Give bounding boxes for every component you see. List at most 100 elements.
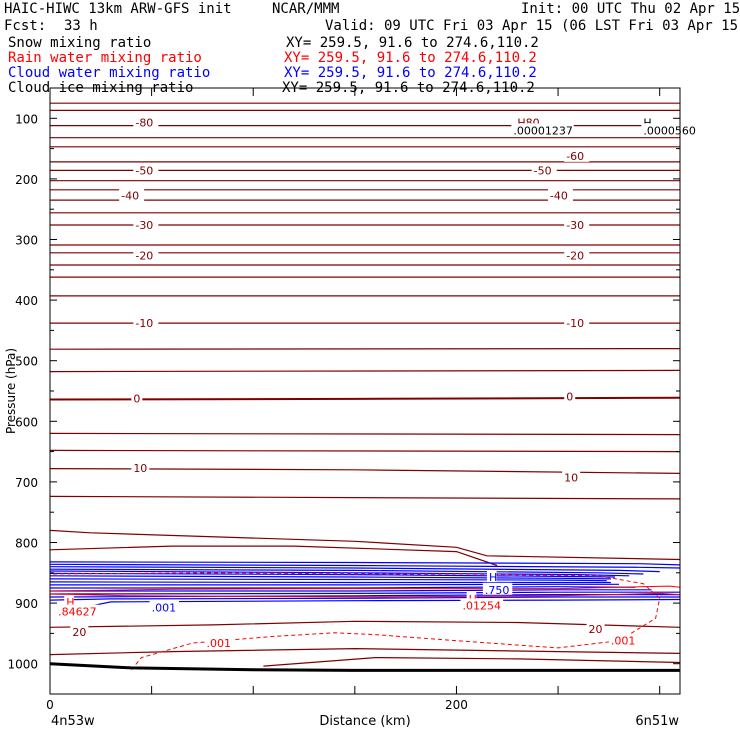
isotherm-label-bg-8 [564,217,590,231]
x-axis-label: Distance (km) [319,714,410,729]
y-tick-label-500: 500 [15,355,38,369]
isotherm-24 [50,495,680,500]
fcst-label: Fcst: [4,18,47,34]
isotherm-22 [50,449,680,453]
extremum-label-bg-3 [486,570,497,583]
extremum-label-10: .001 [206,637,231,650]
isotherm-label-7: -30 [135,219,153,232]
y-tick-label-300: 300 [15,234,38,248]
fcst-value: 33 h [64,18,98,34]
isotherm-label-bg-14 [564,389,576,403]
extremum-label-bg-1 [641,115,652,128]
isotherm-label-3: -50 [135,164,153,177]
isotherm-28 [50,647,680,656]
isotherm-label-18: 20 [589,623,603,636]
extremum-label-bg-9 [149,600,180,613]
rain-contour-1 [50,585,680,592]
extremum-label-bg-0 [511,123,574,136]
isotherm-label-bg-3 [133,163,159,177]
extremum-label-bg-8 [56,604,99,617]
isotherm-label-16: 10 [564,472,578,485]
cloud-water-contour-10 [50,586,636,589]
isotherm-label-15: 10 [133,462,147,475]
field-snow-name: Snow mixing ratio [8,35,152,51]
extremum-label-0: .00001237 [513,124,573,137]
extremum-label-6: .01254 [463,600,502,613]
y-tick-label-900: 900 [15,597,38,611]
temperature-isotherms [50,102,680,667]
isotherm-label-5: -40 [121,189,139,202]
y-tick-label-1000: 1000 [7,658,38,672]
isotherm-label-8: -30 [566,219,584,232]
x-tick-label-0: 0 [46,698,54,712]
isotherm-label-bg-4 [531,163,557,177]
isotherm-label-bg-10 [564,248,590,262]
isotherm-label-bg-13 [131,391,143,405]
cloud-water-contour-8 [50,581,611,584]
isotherm-label-12: -10 [566,317,584,330]
extremum-label-bg-7 [64,594,74,607]
cloud-water-contour-14 [50,596,680,601]
extremum-label-bg-11 [608,633,639,646]
rain-contour-0 [50,592,680,598]
extremum-label-1: H [643,117,651,130]
extremum-label-bg-5 [466,591,477,604]
left-endpoint-label: 4n53w [51,714,95,729]
isotherm-label-14: 0 [566,390,573,403]
isotherm-27 [50,620,680,628]
contour-labels: -80 H80-60-50 -50-40 -40-30 -30-20 -20-10 -100… [56,115,698,650]
cloud-water-contours [50,561,680,608]
right-endpoint-label: 6n51w [635,714,679,729]
isotherm-label-9: -20 [135,249,153,262]
isotherm-label-4: -50 [534,164,552,177]
cloud-water-contour-2 [50,566,660,573]
field-cloud-water-name: Cloud water mixing ratio [8,65,211,81]
field-rain-name: Rain water mixing ratio [8,50,202,66]
init-time: Init: 00 UTC Thu 02 Apr 15 [521,1,740,17]
extremum-label-8: .84627 [58,606,96,619]
y-tick-label-800: 800 [15,537,38,551]
y-tick-label-200: 200 [15,173,38,187]
isotherm-label-bg-7 [133,217,159,231]
org-label: NCAR/MMM [272,1,340,17]
isotherm-label-bg-16 [562,470,581,484]
plot-frame [49,87,681,695]
isotherm-label-bg-15 [131,460,150,474]
x-tick-label-200: 200 [445,698,468,712]
isotherm-label-bg-2 [564,148,590,162]
isotherm-label-2: -60 [566,150,584,163]
isotherm-label-bg-5 [119,188,145,202]
isotherm-label-bg-9 [133,248,159,262]
valid-time: Valid: 09 UTC Fri 03 Apr 15 (06 LST Fri … [325,18,740,34]
extremum-label-bg-2 [641,123,698,136]
cloud-water-contour-6 [50,575,611,580]
rain-contours [50,572,680,671]
extremum-label-3: H [489,571,497,584]
isotherm-label-11: -10 [135,317,153,330]
terrain-line [49,662,680,672]
isotherm-label-17: 20 [72,626,86,639]
y-axis-label: Pressure (hPa) [4,348,18,434]
isotherm-29 [263,656,680,667]
model-title: HAIC-HIWC 13km ARW-GFS init [4,1,232,17]
cloud-water-contour-15 [86,598,680,608]
terrain-surface [49,662,680,672]
isotherm-label-0: -80 [135,117,153,130]
y-tick-label-600: 600 [15,415,38,429]
isotherm-26 [50,545,498,567]
isotherm-label-bg-11 [133,316,159,330]
isotherm-label-6: -40 [550,189,568,202]
cloud-water-contour-12 [50,591,680,595]
extremum-label-4: .750 [485,584,510,597]
cloud-water-contour-9 [50,583,619,586]
field-rain-xy: XY= 259.5, 91.6 to 274.6,110.2 [284,50,537,66]
isotherm-label-bg-18 [586,622,605,636]
isotherm-label-10: -20 [566,249,584,262]
cloud-water-contour-11 [50,589,652,592]
isotherm-21 [50,432,680,436]
cloud-water-contour-0 [50,561,680,566]
extremum-label-9: .001 [152,601,177,614]
cloud-water-contour-3 [50,568,644,575]
y-tick-label-100: 100 [15,112,38,126]
